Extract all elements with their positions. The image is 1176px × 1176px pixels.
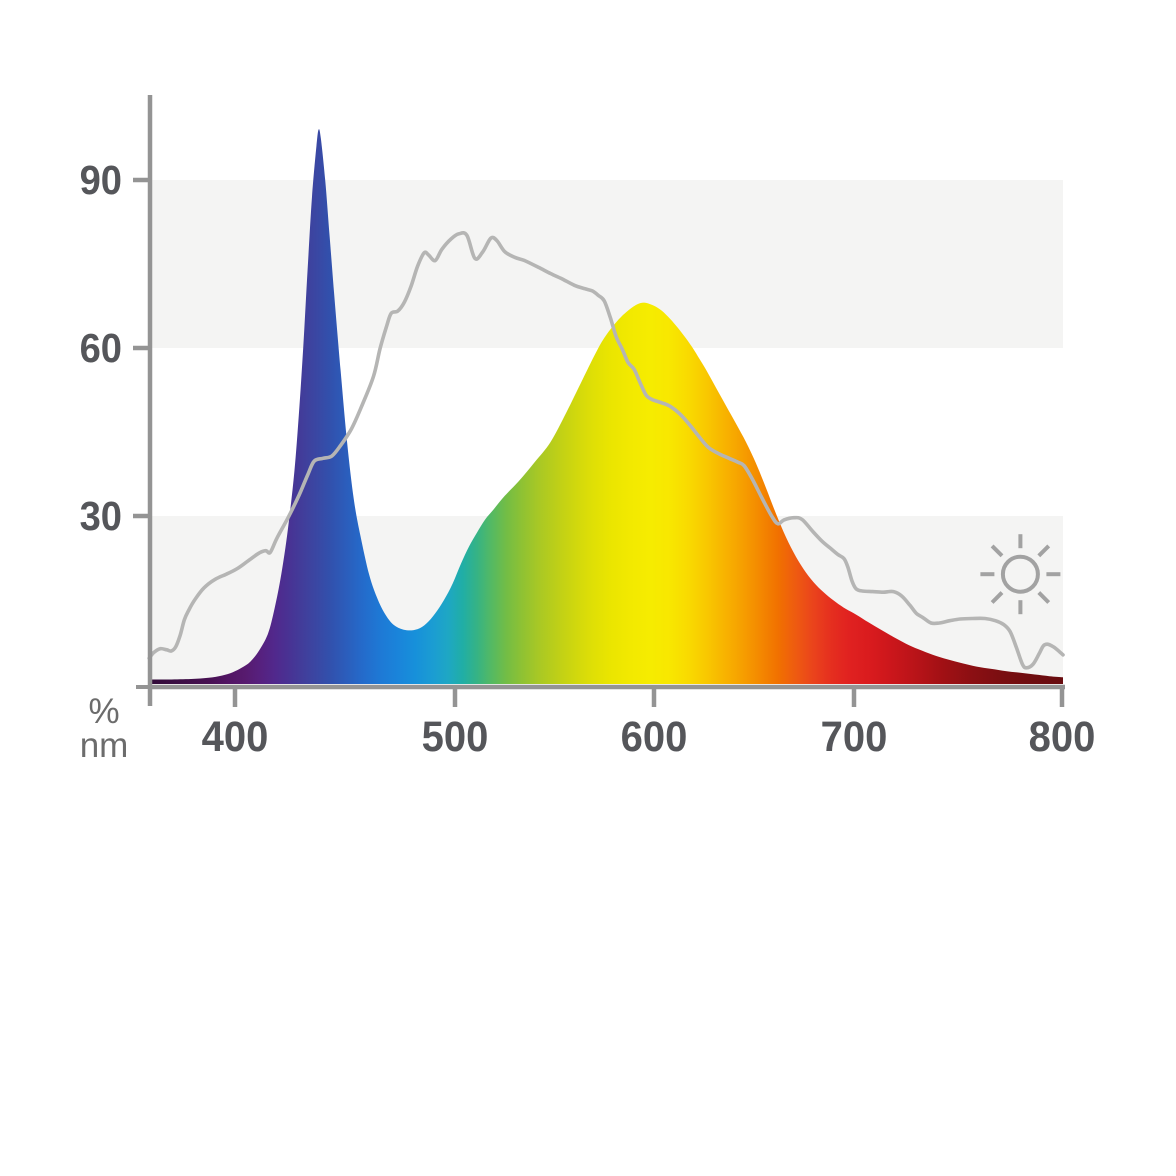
x-tick-label-500: 500 [422, 712, 489, 761]
x-axis-unit-label: nm [80, 726, 129, 765]
x-tick-label-600: 600 [621, 712, 688, 761]
y-tick-label-30: 30 [80, 494, 122, 540]
y-tick-label-90: 90 [80, 158, 122, 204]
led-spectrum-area [149, 129, 1063, 685]
sun-icon [980, 534, 1061, 615]
daylight-curve [147, 231, 1065, 670]
x-tick-label-700: 700 [821, 712, 888, 761]
x-tick-label-400: 400 [202, 712, 269, 761]
y-axis-unit-label: % [88, 692, 119, 731]
grid-band-60-90 [150, 180, 1063, 348]
x-tick-label-800: 800 [1029, 712, 1096, 761]
y-tick-label-60: 60 [80, 326, 122, 372]
